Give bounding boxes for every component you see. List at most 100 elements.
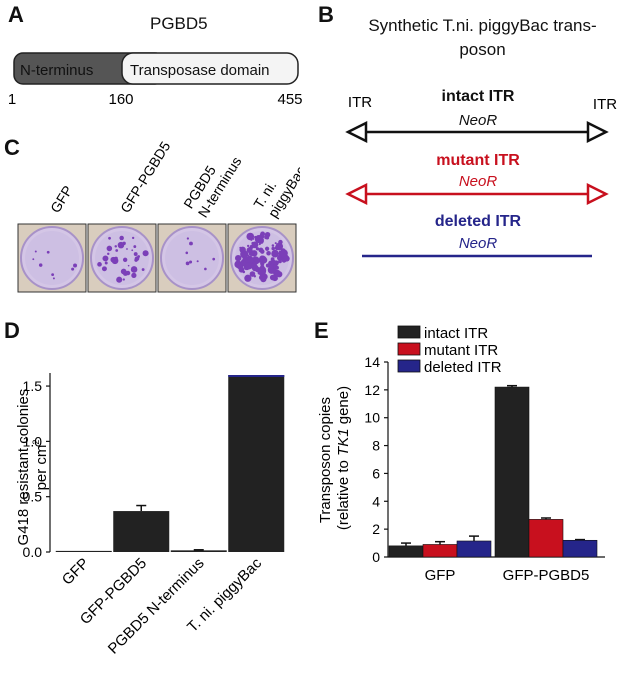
colony-dot xyxy=(250,238,253,241)
colony-dot xyxy=(252,237,255,240)
protein-title: PGBD5 xyxy=(150,14,208,33)
mutant-neor-label: NeoR xyxy=(459,173,498,190)
colony-dot xyxy=(263,256,267,260)
colony-dot xyxy=(119,235,124,241)
plate-label: GFP xyxy=(47,183,76,216)
legend-label: mutant ITR xyxy=(424,342,498,359)
position-start: 1 xyxy=(8,91,16,108)
panel-letter-c: C xyxy=(4,135,20,160)
colony-dot xyxy=(261,273,268,280)
bar xyxy=(422,544,458,558)
colony-dot xyxy=(102,255,109,262)
legend-swatch xyxy=(397,359,421,373)
chart-e-bars xyxy=(388,384,598,558)
colony-dot xyxy=(270,257,275,262)
colony-dot xyxy=(196,260,199,263)
colony-dot xyxy=(120,268,127,275)
colony-dot xyxy=(104,261,108,265)
colony-dot xyxy=(52,277,55,280)
bar xyxy=(55,550,112,552)
colony-dot xyxy=(114,245,117,248)
colony-dot xyxy=(101,266,107,272)
intact-itr-label: intact ITR xyxy=(442,88,515,105)
colony-dot xyxy=(71,267,75,271)
colony-dot xyxy=(246,247,253,254)
chart-d-ylabel: G418 resistant colonies per cm2 xyxy=(15,385,50,546)
colony-dot xyxy=(275,242,284,251)
colony-dot xyxy=(189,241,193,246)
plate-agar xyxy=(25,231,79,285)
colony-dot xyxy=(269,274,276,281)
x-tick-label: GFP-PGBD5 xyxy=(503,567,590,584)
transposase-domain-label: Transposase domain xyxy=(130,62,270,79)
y-tick-label: 0.0 xyxy=(23,544,43,560)
colony-dot xyxy=(266,250,271,256)
chart-d-bars xyxy=(55,375,285,552)
mutant-right-itr-arrow xyxy=(586,182,609,206)
y-tick-label: 6 xyxy=(372,465,380,481)
colony-dot xyxy=(122,257,128,262)
colony-dot xyxy=(268,264,274,270)
colony-dot xyxy=(131,249,134,252)
y-tick-label: 4 xyxy=(372,493,380,509)
colony-dot xyxy=(185,251,189,255)
x-tick-label: GFP xyxy=(59,555,93,589)
colony-dot xyxy=(239,246,246,254)
colony-plates-figure: GFP GFP-PGBD5 PGBD5N-terminus T. ni.piggyBa… xyxy=(17,140,300,293)
legend-swatch xyxy=(397,325,421,339)
legend-swatch xyxy=(397,342,421,356)
colony-dot xyxy=(127,264,130,267)
colony-dot xyxy=(46,250,50,254)
colony-dot xyxy=(271,244,275,247)
intact-right-itr-arrow xyxy=(586,120,609,144)
colony-dot xyxy=(264,246,270,251)
transposon-constructs-diagram: ITR ITR intact ITR NeoR mutant ITR NeoR … xyxy=(345,88,617,258)
colony-dot xyxy=(113,256,118,261)
colony-dot xyxy=(254,235,257,239)
panel-letter-e: E xyxy=(314,318,329,343)
colony-dot xyxy=(238,262,241,266)
chart-e-ylabel: Transposon copies (relative to TK1 gene) xyxy=(317,386,352,530)
colony-dot xyxy=(73,263,78,268)
colony-dot xyxy=(134,256,140,261)
colony-dot xyxy=(130,266,138,273)
colony-dot xyxy=(126,248,128,250)
bar xyxy=(494,386,530,558)
legend-label: deleted ITR xyxy=(424,359,502,376)
colony-dot xyxy=(133,252,138,256)
colony-dot xyxy=(258,237,264,243)
colony-dot xyxy=(245,262,253,270)
colony-dot xyxy=(260,256,268,264)
colony-dot xyxy=(122,278,125,281)
colony-dot xyxy=(251,241,259,249)
plate-labels: GFP GFP-PGBD5 PGBD5N-terminus T. ni.piggyBa… xyxy=(47,140,300,220)
colony-dot xyxy=(38,263,43,267)
colony-dot xyxy=(246,232,255,241)
protein-domain-diagram: N-terminus Transposase domain 1 160 455 xyxy=(8,52,303,108)
transposase-domain-box xyxy=(121,52,299,85)
panel-letter-d: D xyxy=(4,318,20,343)
colony-dot xyxy=(244,274,252,282)
transposon-title: Synthetic T.ni. piggyBac trans- poson xyxy=(350,14,615,62)
panel-letter-a: A xyxy=(8,2,24,27)
colony-dot xyxy=(242,255,249,262)
colony-dot xyxy=(133,245,137,249)
plate-label: GFP-PGBD5 xyxy=(117,140,174,216)
colony-dot xyxy=(275,266,278,269)
position-mid: 160 xyxy=(108,91,133,108)
colony-dot xyxy=(264,235,268,240)
bar xyxy=(228,375,285,552)
x-tick-label: GFP xyxy=(425,567,456,584)
panel-letter-b: B xyxy=(318,2,334,27)
y-tick-label: 12 xyxy=(364,382,380,398)
intact-left-itr-arrow xyxy=(345,120,368,144)
chart-e-xlabels: GFP GFP-PGBD5 xyxy=(425,567,590,584)
colony-dot xyxy=(117,241,125,249)
colony-dot xyxy=(246,244,250,248)
y-tick-label: 1.5 xyxy=(23,378,43,394)
colony-dot xyxy=(34,250,37,253)
plate-label: PGBD5N-terminus xyxy=(180,145,244,221)
y-tick-label: 10 xyxy=(364,410,380,426)
colony-dot xyxy=(141,268,145,271)
